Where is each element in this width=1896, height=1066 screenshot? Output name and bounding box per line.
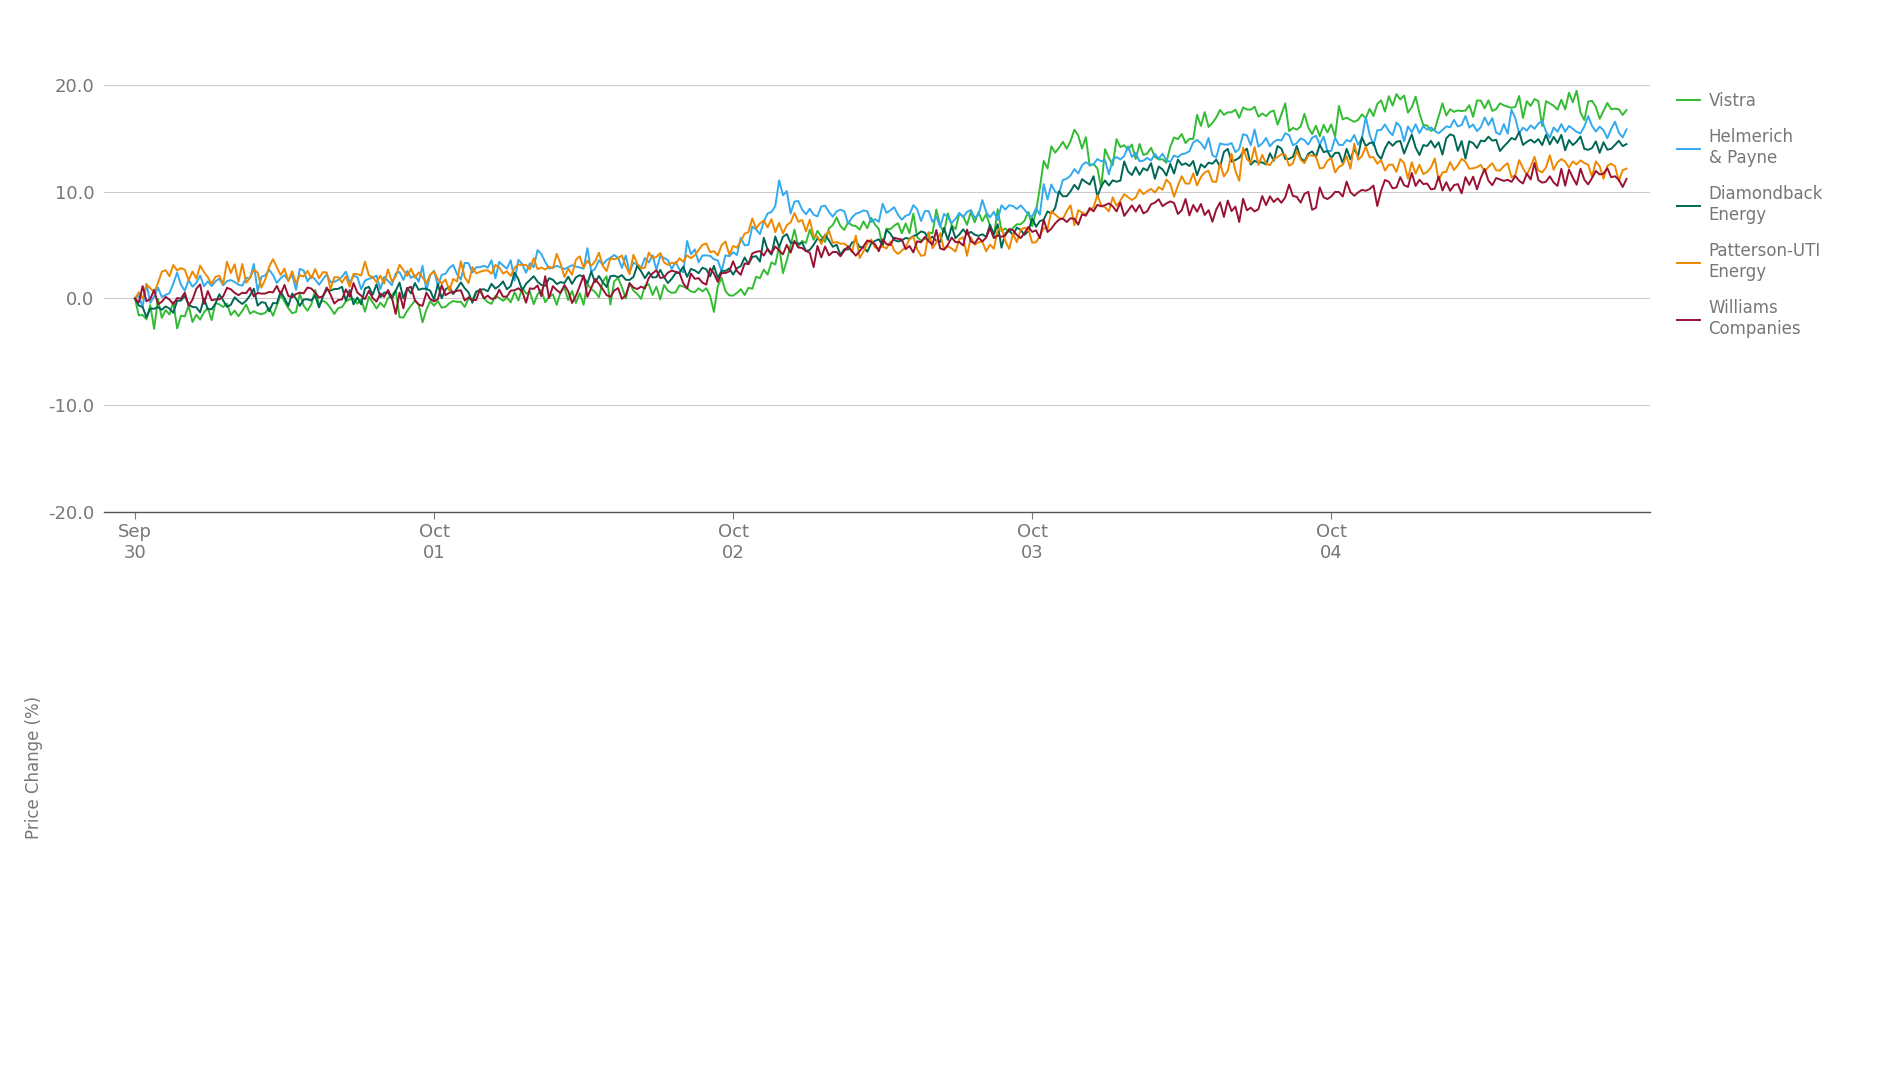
Vistra <box>1615 103 1638 116</box>
Williams
Companies <box>1522 157 1545 169</box>
Helmerich
& Payne <box>1615 123 1638 135</box>
Helmerich
& Payne <box>1185 133 1208 146</box>
Legend: Vistra, Helmerich
& Payne, Diamondback
Energy, Patterson-UTI
Energy, Williams
Co: Vistra, Helmerich & Payne, Diamondback E… <box>1670 85 1830 345</box>
Williams
Companies <box>1185 206 1208 219</box>
Patterson-UTI
Energy <box>1278 160 1301 173</box>
Williams
Companies <box>1278 178 1301 191</box>
Line: Vistra: Vistra <box>135 91 1627 329</box>
Diamondback
Energy <box>1128 168 1151 181</box>
Vistra <box>1354 112 1376 125</box>
Diamondback
Energy <box>1615 138 1638 150</box>
Williams
Companies <box>1615 173 1638 185</box>
Line: Williams
Companies: Williams Companies <box>135 163 1627 313</box>
Line: Helmerich
& Payne: Helmerich & Payne <box>135 110 1627 307</box>
Patterson-UTI
Energy <box>123 292 146 305</box>
Diamondback
Energy <box>123 292 146 305</box>
Patterson-UTI
Energy <box>1128 183 1151 196</box>
Diamondback
Energy <box>1244 155 1267 167</box>
Patterson-UTI
Energy <box>1615 162 1638 175</box>
Vistra <box>303 284 326 296</box>
Diamondback
Energy <box>135 311 157 324</box>
Diamondback
Energy <box>1354 140 1376 152</box>
Vistra <box>142 323 165 336</box>
Patterson-UTI
Energy <box>1342 138 1365 150</box>
Diamondback
Energy <box>1507 126 1530 139</box>
Patterson-UTI
Energy <box>1244 141 1267 154</box>
Patterson-UTI
Energy <box>131 292 154 305</box>
Williams
Companies <box>385 307 408 320</box>
Helmerich
& Payne <box>303 273 326 286</box>
Patterson-UTI
Energy <box>1185 179 1208 192</box>
Patterson-UTI
Energy <box>303 262 326 275</box>
Helmerich
& Payne <box>1128 155 1151 167</box>
Patterson-UTI
Energy <box>1358 151 1380 164</box>
Line: Diamondback
Energy: Diamondback Energy <box>135 132 1627 318</box>
Text: Price Change (%): Price Change (%) <box>25 696 44 839</box>
Williams
Companies <box>1354 184 1376 197</box>
Vistra <box>1566 84 1589 97</box>
Diamondback
Energy <box>1185 168 1208 181</box>
Helmerich
& Payne <box>1278 129 1301 142</box>
Williams
Companies <box>1128 198 1151 211</box>
Diamondback
Energy <box>303 289 326 302</box>
Helmerich
& Payne <box>1244 123 1267 135</box>
Helmerich
& Payne <box>1354 111 1376 124</box>
Vistra <box>1185 109 1208 122</box>
Helmerich
& Payne <box>131 301 154 313</box>
Diamondback
Energy <box>1278 152 1301 165</box>
Williams
Companies <box>300 282 322 295</box>
Vistra <box>1244 100 1267 113</box>
Helmerich
& Payne <box>123 292 146 305</box>
Vistra <box>123 292 146 305</box>
Williams
Companies <box>123 292 146 305</box>
Vistra <box>1278 125 1301 138</box>
Vistra <box>1128 138 1151 150</box>
Line: Patterson-UTI
Energy: Patterson-UTI Energy <box>135 144 1627 298</box>
Williams
Companies <box>1244 205 1267 217</box>
Helmerich
& Payne <box>1500 103 1522 116</box>
